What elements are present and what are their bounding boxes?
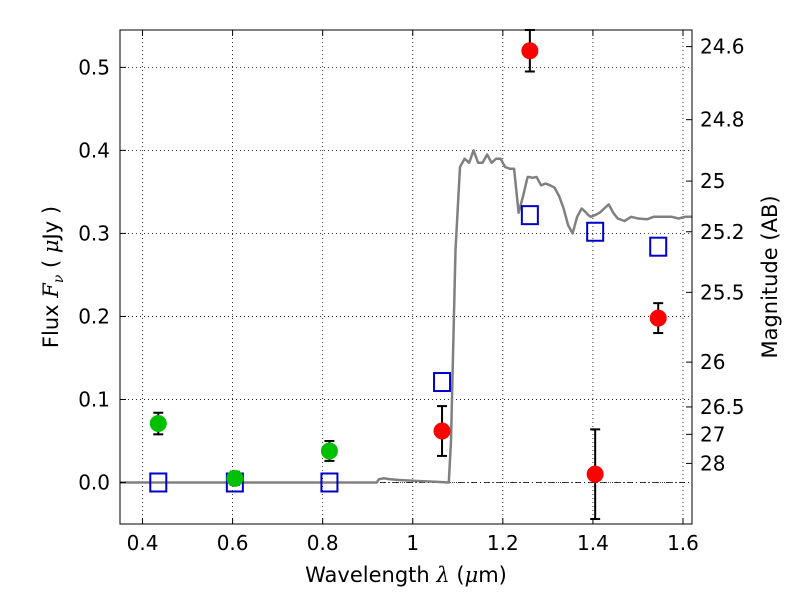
right-tick-label: 26.5 [700, 395, 745, 419]
x-tick-label: 1.6 [667, 531, 699, 555]
data-point [149, 415, 167, 433]
model-square [649, 236, 668, 257]
data-point [586, 465, 604, 483]
right-tick-label: 27 [700, 422, 725, 446]
y-tick-label: 0.1 [78, 387, 110, 411]
right-axis-label: Magnitude (AB) [758, 195, 782, 358]
x-tick-label: 1.2 [487, 531, 519, 555]
error-bars [153, 29, 664, 521]
data-point [226, 469, 244, 487]
right-tick-label: 24.6 [700, 35, 745, 59]
x-tick-label: 1.4 [577, 531, 609, 555]
x-tick-label: 0.8 [307, 531, 339, 555]
y-tick-label: 0.4 [78, 138, 110, 162]
y-tick-label: 0.2 [78, 304, 110, 328]
model-square [320, 472, 339, 493]
grid-lines [120, 30, 692, 524]
right-tick-label: 25.2 [700, 220, 745, 244]
x-tick-labels: 0.4 0.6 0.8 1 1.2 1.4 1.6 [127, 531, 699, 555]
x-tick-label: 0.4 [127, 531, 159, 555]
model-spectrum [120, 149, 692, 484]
data-markers [149, 42, 668, 493]
data-point [320, 442, 338, 460]
model-square [586, 221, 605, 242]
y-axis-label: Flux Fν ( μJy ) [39, 206, 67, 348]
data-point [521, 42, 539, 60]
spectrum-line [120, 149, 692, 484]
data-point [433, 422, 451, 440]
y-tick-labels: 0.0 0.1 0.2 0.3 0.4 0.5 [78, 55, 110, 494]
model-square [149, 472, 168, 493]
right-tick-label: 26 [700, 350, 725, 374]
data-point [649, 309, 667, 327]
right-tick-label: 28 [700, 451, 725, 475]
right-tick-label: 24.8 [700, 108, 745, 132]
y-tick-label: 0.3 [78, 221, 110, 245]
x-axis-label: Wavelength λ (μm) [305, 563, 507, 587]
model-square [433, 372, 452, 393]
x-tick-label: 0.6 [217, 531, 249, 555]
plot-frame [119, 29, 693, 525]
y-tick-label: 0.5 [78, 55, 110, 79]
model-square [520, 205, 539, 226]
right-tick-labels: 24.6 24.8 25 25.2 25.5 26 26.5 27 28 [700, 35, 745, 476]
right-tick-label: 25.5 [700, 280, 745, 304]
axis-ticks [120, 30, 692, 524]
y-tick-label: 0.0 [78, 470, 110, 494]
x-tick-label: 1 [406, 531, 419, 555]
right-tick-label: 25 [700, 169, 725, 193]
